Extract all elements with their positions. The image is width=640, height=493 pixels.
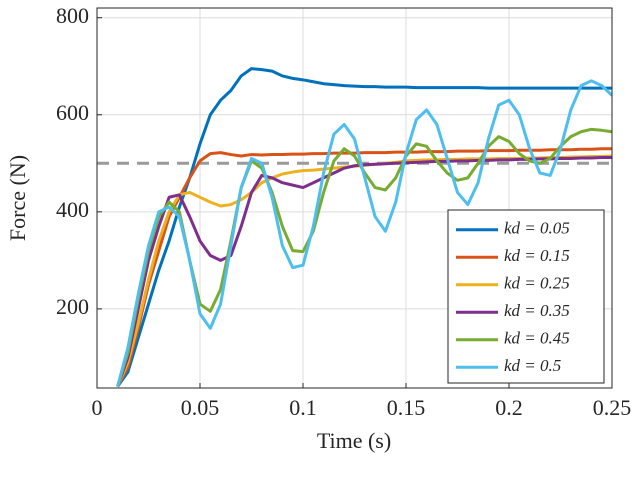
legend-label: kd = 0.45 xyxy=(504,329,570,348)
legend-label: kd = 0.05 xyxy=(504,219,570,238)
legend-label: kd = 0.15 xyxy=(504,246,570,265)
x-tick-label: 0.1 xyxy=(289,395,317,420)
legend-label: kd = 0.25 xyxy=(504,274,570,293)
y-tick-label: 400 xyxy=(56,197,89,222)
y-axis-label: Force (N) xyxy=(5,155,30,241)
series-line xyxy=(116,67,612,388)
legend-label: kd = 0.35 xyxy=(504,301,570,320)
x-axis-label: Time (s) xyxy=(317,428,391,453)
x-tick-label: 0.2 xyxy=(495,395,523,420)
legend-label: kd = 0.5 xyxy=(504,356,561,375)
y-tick-label: 800 xyxy=(56,3,89,28)
y-tick-label: 600 xyxy=(56,100,89,125)
x-tick-label: 0.05 xyxy=(181,395,220,420)
x-tick-label: 0.15 xyxy=(387,395,426,420)
legend-box xyxy=(447,209,605,384)
series-line xyxy=(116,79,612,387)
x-tick-label: 0 xyxy=(92,395,103,420)
y-tick-label: 200 xyxy=(56,294,89,319)
axes-box xyxy=(96,7,613,389)
x-tick-label: 0.25 xyxy=(593,395,632,420)
